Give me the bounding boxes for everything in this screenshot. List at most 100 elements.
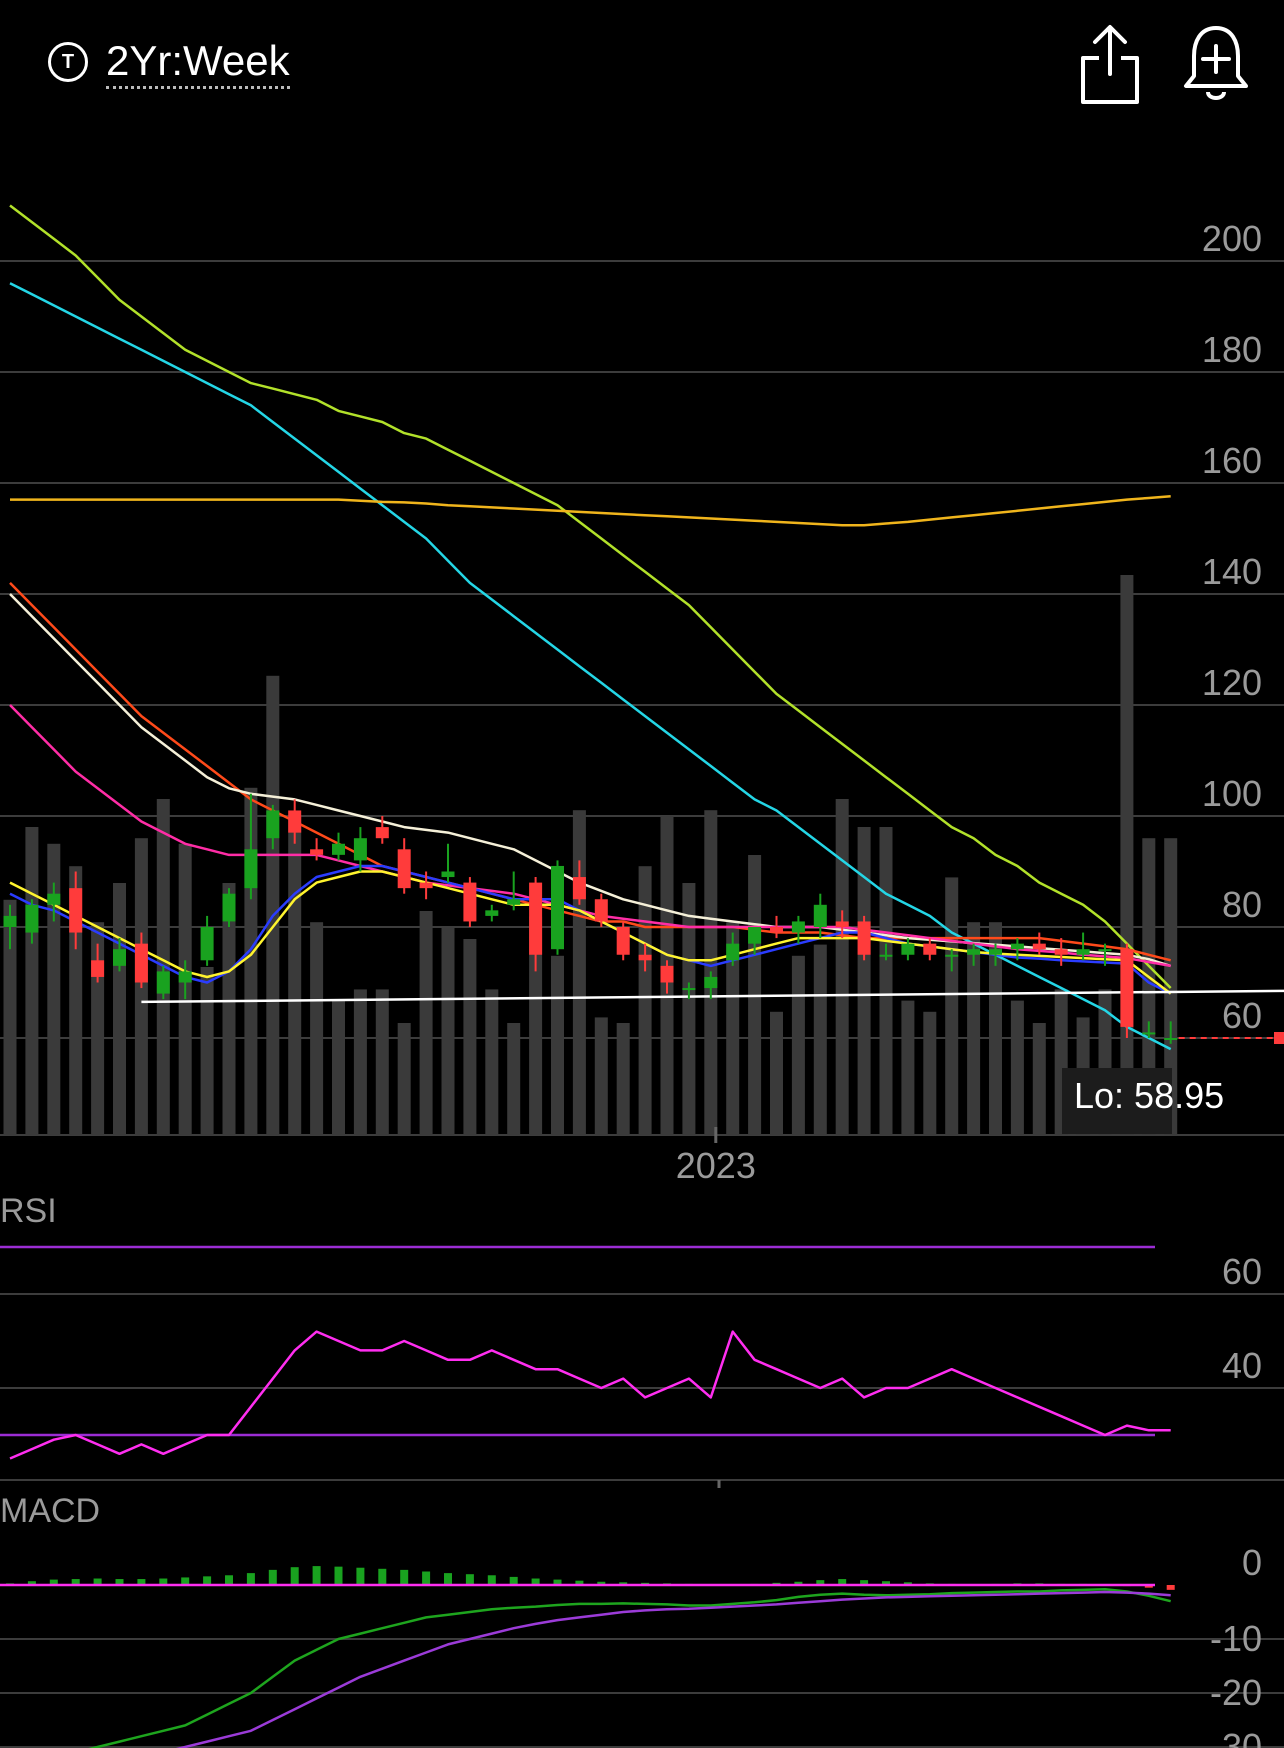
candle-body bbox=[989, 949, 1002, 955]
macd-histogram-bar bbox=[27, 1581, 36, 1585]
rsi-pane: RSI 60 40 bbox=[0, 1192, 1284, 1488]
candle-body bbox=[156, 971, 170, 994]
candle-body bbox=[726, 943, 740, 961]
candle-body bbox=[901, 943, 915, 955]
moving-average-line bbox=[9, 204, 1172, 989]
candle-body bbox=[91, 960, 105, 977]
period-selector[interactable]: 2Yr:Week bbox=[106, 36, 290, 89]
volume-bar bbox=[967, 922, 981, 1135]
candle-body bbox=[1032, 943, 1046, 950]
volume-bar bbox=[529, 916, 543, 1135]
volume-bar bbox=[835, 799, 849, 1135]
volume-bar bbox=[770, 1011, 783, 1135]
candle-body bbox=[353, 838, 367, 861]
volume-bar bbox=[945, 877, 959, 1135]
macd-histogram-bar bbox=[312, 1566, 321, 1585]
macd-histogram-bar bbox=[860, 1580, 869, 1585]
candle-body bbox=[485, 910, 499, 916]
y-tick-label: 60 bbox=[1222, 995, 1262, 1036]
candle-body bbox=[1098, 949, 1112, 952]
candle-body bbox=[47, 893, 61, 905]
rsi-line bbox=[9, 1330, 1171, 1460]
volume-bar bbox=[266, 675, 280, 1135]
volume-bar bbox=[507, 1023, 521, 1135]
candle-body bbox=[660, 965, 674, 983]
y-tick-label: -20 bbox=[1210, 1672, 1262, 1713]
y-tick-label: 120 bbox=[1202, 662, 1262, 703]
candle-body bbox=[594, 899, 608, 922]
volume-bar bbox=[879, 827, 893, 1135]
macd-histogram-bar bbox=[1166, 1585, 1175, 1590]
volume-bar bbox=[572, 810, 586, 1135]
stock-chart[interactable]: 200 180 160 140 120 100 80 60 2023 Lo: 58.95 RSI 6… bbox=[0, 130, 1284, 1748]
volume-bar bbox=[616, 1023, 630, 1135]
candle-body bbox=[266, 810, 280, 839]
macd-histogram-bar bbox=[137, 1579, 146, 1585]
candle-body bbox=[879, 954, 893, 957]
macd-histogram-bar bbox=[553, 1579, 562, 1585]
volume-bar bbox=[397, 1023, 411, 1135]
volume-bar bbox=[923, 1011, 937, 1135]
candle-body bbox=[507, 899, 521, 905]
candle-body bbox=[1164, 1038, 1178, 1040]
moving-average-line bbox=[9, 282, 1172, 1051]
macd-title: MACD bbox=[0, 1492, 100, 1530]
y-tick-label: 80 bbox=[1222, 884, 1262, 925]
macd-histogram-bar bbox=[246, 1573, 255, 1585]
candle-body bbox=[200, 927, 214, 961]
macd-histogram-bar bbox=[794, 1581, 803, 1585]
volume-bar bbox=[419, 911, 433, 1135]
y-tick-label: 100 bbox=[1202, 773, 1262, 814]
candle-body bbox=[770, 927, 783, 933]
candle-body bbox=[419, 882, 433, 889]
candle-body bbox=[791, 921, 805, 933]
macd-pane: MACD 0 -10 -20 -30 bbox=[0, 1492, 1284, 1748]
volume-bar bbox=[1032, 1023, 1046, 1135]
candle-body bbox=[375, 827, 389, 839]
candle-body bbox=[441, 871, 455, 878]
volume-bar bbox=[47, 843, 61, 1135]
macd-histogram-bar bbox=[509, 1576, 518, 1585]
y-tick-label: -30 bbox=[1210, 1726, 1262, 1748]
macd-histogram-bar bbox=[290, 1567, 299, 1585]
bell-plus-icon[interactable] bbox=[1180, 20, 1252, 106]
volume-bar bbox=[463, 939, 477, 1135]
macd-histogram-bar bbox=[465, 1574, 474, 1585]
macd-histogram-bar bbox=[225, 1575, 233, 1585]
volume-bar bbox=[1010, 1000, 1024, 1135]
macd-histogram-bar bbox=[400, 1569, 409, 1585]
volume-bar bbox=[726, 922, 740, 1135]
price-pane: 200 180 160 140 120 100 80 60 2023 Lo: 58.95 bbox=[0, 204, 1284, 1186]
macd-histogram-bar bbox=[1144, 1585, 1153, 1588]
macd-histogram-bar bbox=[903, 1582, 912, 1585]
candle-body bbox=[704, 976, 718, 989]
moving-average-line bbox=[10, 495, 1171, 527]
volume-bar bbox=[989, 922, 1002, 1135]
macd-histogram-bar bbox=[378, 1568, 387, 1585]
candle-body bbox=[551, 865, 564, 950]
y-tick-label: 160 bbox=[1202, 440, 1262, 481]
macd-histogram-bar bbox=[487, 1575, 496, 1585]
volume-bar bbox=[682, 883, 696, 1135]
macd-histogram-bar bbox=[356, 1567, 365, 1585]
macd-histogram-bar bbox=[334, 1566, 343, 1585]
y-tick-label: 200 bbox=[1202, 218, 1262, 259]
candle-body bbox=[3, 915, 17, 927]
macd-histogram-bar bbox=[268, 1569, 277, 1585]
volume-bar bbox=[310, 922, 324, 1135]
candle-body bbox=[222, 893, 236, 922]
volume-bar bbox=[222, 883, 236, 1135]
volume-bar bbox=[69, 866, 83, 1135]
volume-bar bbox=[857, 827, 871, 1135]
macd-histogram-bar bbox=[575, 1580, 584, 1585]
macd-histogram-bar bbox=[181, 1577, 190, 1585]
period-icon[interactable]: T bbox=[48, 42, 88, 82]
y-tick-label: 60 bbox=[1222, 1251, 1262, 1292]
share-icon[interactable] bbox=[1075, 22, 1145, 106]
candle-body bbox=[113, 949, 126, 966]
candle-body bbox=[244, 849, 258, 889]
candle-body bbox=[923, 943, 937, 955]
candle-body bbox=[835, 921, 849, 927]
volume-bar bbox=[332, 1000, 345, 1135]
volume-bar bbox=[288, 815, 302, 1135]
